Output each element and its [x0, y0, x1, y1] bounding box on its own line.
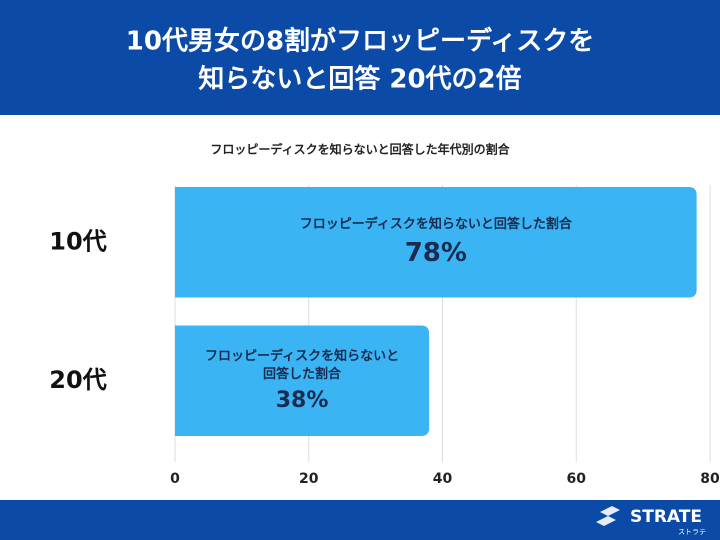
chart-subtitle: フロッピーディスクを知らないと回答した年代別の割合 [210, 142, 510, 157]
logo-sub: ストラテ [678, 528, 706, 536]
value-label: 78% [404, 238, 467, 269]
x-tick-label: 80 [700, 471, 720, 487]
header [0, 0, 720, 115]
series-name: フロッピーディスクを知らないと回答した割合 [299, 217, 572, 233]
bar-label: フロッピーディスクを知らないと回答した割合 38% [175, 326, 429, 437]
bar [175, 325, 430, 436]
y-tick-label: 10代 [49, 227, 106, 255]
series-name: フロッピーディスクを知らないと回答した割合 [205, 349, 400, 383]
bar [175, 187, 697, 298]
value-label: 38% [275, 388, 329, 414]
logo-icon [596, 506, 620, 526]
x-tick-label: 60 [567, 471, 587, 487]
bar-label: フロッピーディスクを知らないと回答した割合 38% [175, 326, 429, 437]
bar-label: フロッピーディスクを知らないと回答した割合 78% [175, 187, 697, 298]
x-tick-label: 40 [433, 471, 453, 487]
bar-label: フロッピーディスクを知らないと回答した割合 78% [175, 187, 697, 298]
logo: STRATE [630, 507, 702, 527]
x-tick-label: 0 [170, 471, 180, 487]
x-tick-label: 20 [299, 471, 319, 487]
chart-title: 10代男女の8割がフロッピーディスクを [126, 26, 594, 57]
chart-title: 知らないと回答 20代の2倍 [198, 64, 521, 95]
y-tick-label: 20代 [49, 366, 106, 394]
